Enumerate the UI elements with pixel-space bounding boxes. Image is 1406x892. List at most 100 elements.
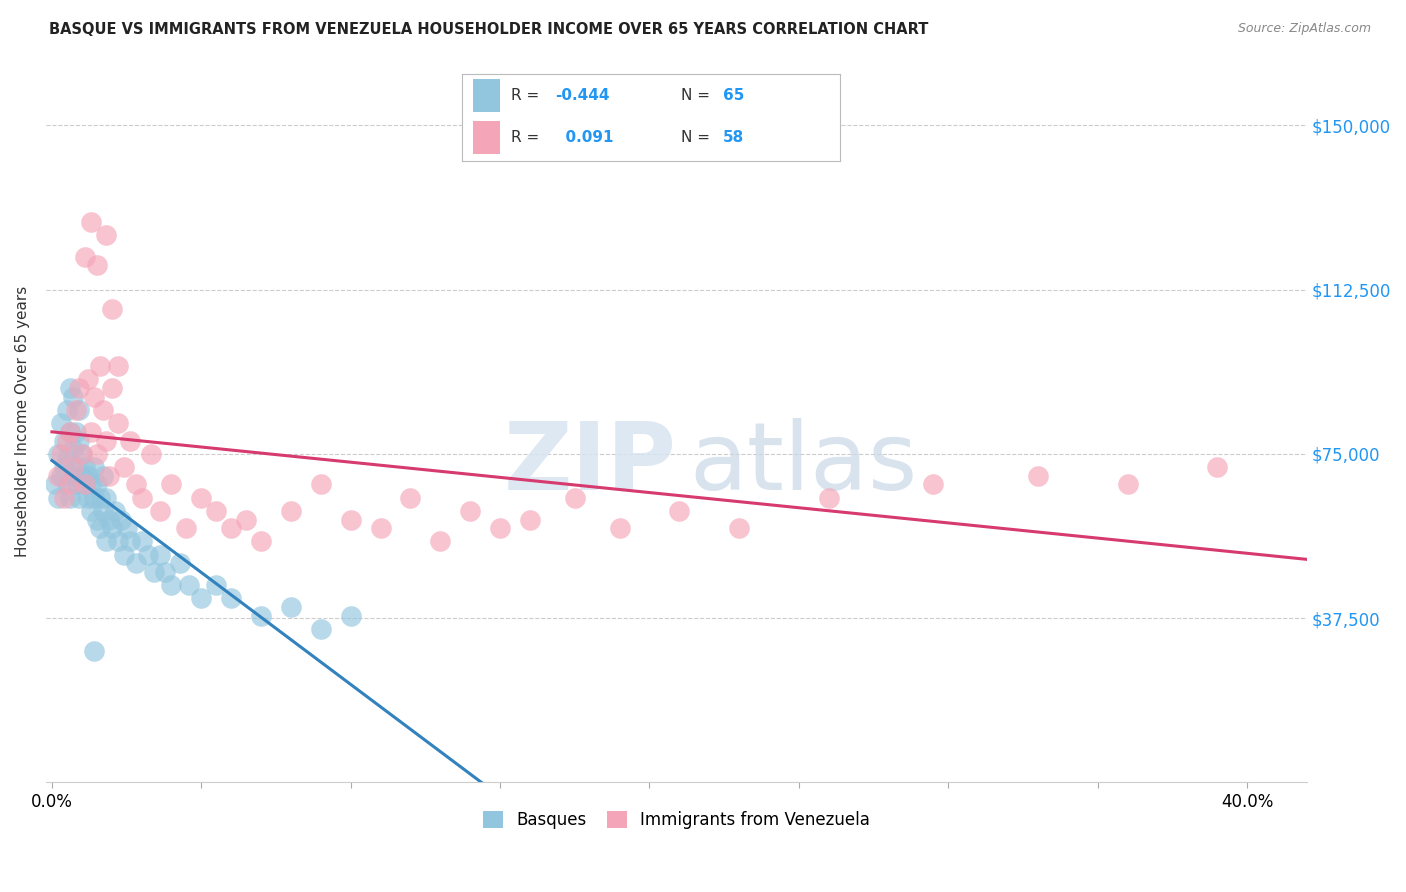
Point: [52, 434, 75, 448]
Point: [94, 491, 117, 505]
Point: [70, 447, 93, 461]
Point: [104, 504, 127, 518]
Point: [160, 578, 183, 592]
Point: [107, 534, 129, 549]
Point: [609, 521, 631, 535]
Point: [1116, 477, 1139, 491]
Point: [100, 521, 122, 535]
Point: [62, 460, 84, 475]
Point: [89, 359, 111, 374]
Point: [131, 491, 153, 505]
Point: [250, 608, 273, 623]
Point: [429, 534, 451, 549]
Point: [100, 381, 122, 395]
Point: [56, 477, 79, 491]
Point: [73, 460, 96, 475]
Point: [59, 381, 82, 395]
Point: [370, 521, 392, 535]
Point: [59, 425, 82, 439]
Point: [118, 434, 141, 448]
Point: [56, 451, 79, 466]
Point: [148, 548, 170, 562]
Point: [94, 227, 117, 242]
Point: [46, 447, 69, 461]
Point: [339, 608, 361, 623]
Point: [176, 521, 198, 535]
Point: [190, 491, 212, 505]
Point: [73, 477, 96, 491]
Point: [89, 521, 111, 535]
Point: [131, 534, 153, 549]
Point: [112, 548, 135, 562]
Point: [44, 477, 66, 491]
Point: [107, 416, 129, 430]
Point: [59, 491, 82, 505]
Point: [118, 534, 141, 549]
Point: [83, 644, 105, 658]
Point: [59, 477, 82, 491]
Point: [62, 468, 84, 483]
Y-axis label: Householder Income Over 65 years: Householder Income Over 65 years: [15, 285, 30, 557]
Point: [73, 250, 96, 264]
Point: [62, 442, 84, 457]
Point: [309, 477, 332, 491]
Point: [309, 622, 332, 636]
Point: [67, 434, 90, 448]
Point: [89, 491, 111, 505]
Point: [56, 403, 79, 417]
Point: [80, 504, 103, 518]
Point: [70, 447, 93, 461]
Point: [179, 578, 201, 592]
Text: atlas: atlas: [689, 418, 917, 510]
Point: [83, 491, 105, 505]
Point: [80, 425, 103, 439]
Point: [142, 565, 165, 579]
Point: [219, 591, 242, 606]
Point: [76, 372, 98, 386]
Point: [62, 390, 84, 404]
Point: [564, 491, 586, 505]
Point: [86, 447, 108, 461]
Point: [190, 591, 212, 606]
Point: [86, 477, 108, 491]
Point: [86, 512, 108, 526]
Point: [136, 548, 159, 562]
Point: [399, 491, 422, 505]
Point: [139, 447, 162, 461]
Point: [115, 521, 138, 535]
Point: [280, 600, 302, 615]
Point: [97, 512, 120, 526]
Point: [205, 578, 228, 592]
Point: [124, 477, 146, 491]
Point: [80, 477, 103, 491]
Point: [205, 504, 228, 518]
Point: [91, 403, 114, 417]
Point: [94, 534, 117, 549]
Point: [83, 390, 105, 404]
Point: [110, 512, 132, 526]
Point: [155, 565, 177, 579]
Point: [67, 403, 90, 417]
Point: [100, 302, 122, 317]
Point: [56, 434, 79, 448]
Point: [83, 460, 105, 475]
Point: [65, 460, 87, 475]
Point: [728, 521, 751, 535]
Point: [46, 491, 69, 505]
Point: [76, 491, 98, 505]
Point: [458, 504, 481, 518]
Point: [1206, 460, 1229, 475]
Point: [148, 504, 170, 518]
Point: [817, 491, 839, 505]
Point: [519, 512, 541, 526]
Point: [67, 491, 90, 505]
Point: [65, 425, 87, 439]
Text: BASQUE VS IMMIGRANTS FROM VENEZUELA HOUSEHOLDER INCOME OVER 65 YEARS CORRELATION: BASQUE VS IMMIGRANTS FROM VENEZUELA HOUS…: [49, 22, 928, 37]
Point: [59, 425, 82, 439]
Point: [124, 557, 146, 571]
Point: [70, 468, 93, 483]
Point: [46, 468, 69, 483]
Point: [65, 477, 87, 491]
Point: [922, 477, 945, 491]
Point: [65, 403, 87, 417]
